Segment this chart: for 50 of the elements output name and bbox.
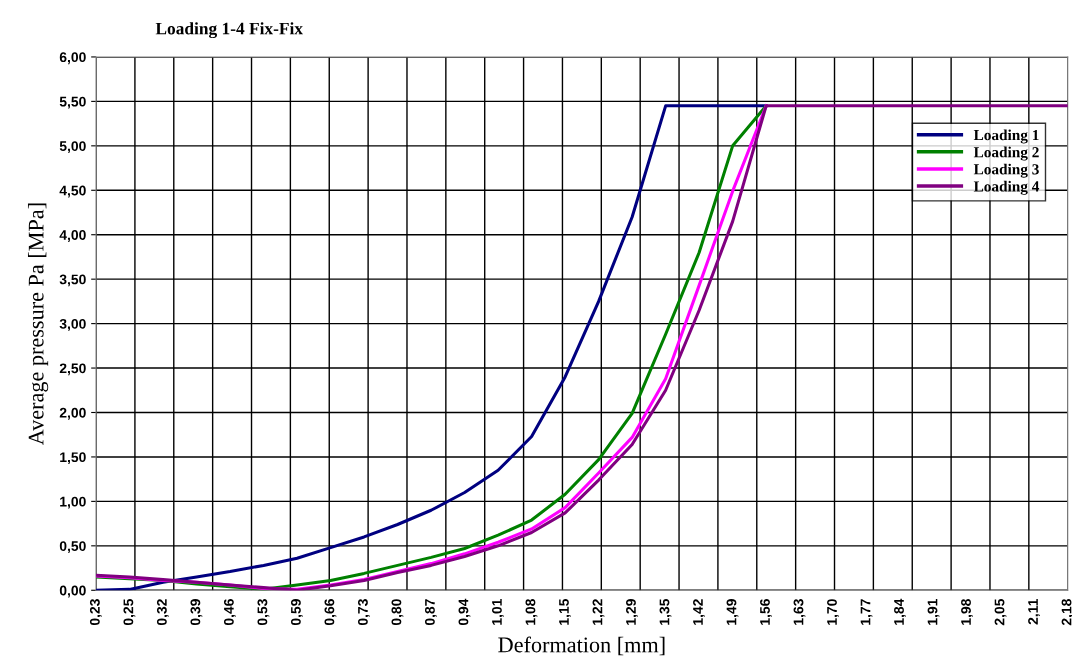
x-tick-label: 0,46 [223,599,236,626]
x-axis-title: Deformation [mm] [498,636,665,656]
x-tick-label: 1,49 [726,599,739,625]
x-tick-label: 0,53 [257,599,270,626]
y-tick-label: 2,50 [59,363,86,376]
chart-title: Loading 1-4 Fix-Fix [155,22,303,39]
y-tick-label: 1,00 [60,496,86,509]
y-tick-label: 4,50 [59,185,86,198]
x-tick-label: 0,94 [458,598,471,626]
x-tick-label: 1,56 [760,599,772,625]
line-series [96,104,768,591]
y-tick-label: 1,50 [60,452,86,465]
x-tick-label: 2,05 [994,598,1007,626]
y-tick-label: 6,00 [59,52,86,65]
legend-label: Loading 3 [973,163,1039,178]
x-tick-label: 0,73 [357,599,370,626]
x-tick-label: 1,29 [626,599,638,625]
x-tick-label: 1,22 [592,599,605,625]
x-tick-label: 1,15 [559,598,571,625]
legend-label: Loading 4 [973,180,1040,195]
x-tick-label: 1,63 [793,599,806,625]
y-tick-label: 3,50 [59,274,86,287]
x-tick-label: 1,77 [860,599,873,625]
x-tick-label: 0,25 [123,598,136,626]
x-tick-label: 0,66 [324,599,337,626]
x-tick-label: 0,32 [156,599,169,626]
y-tick-label: 2,00 [59,407,86,420]
x-tick-label: 0,23 [89,599,102,626]
x-tick-label: 1,08 [525,599,538,625]
y-tick-label: 4,00 [59,230,86,242]
x-tick-label: 0,39 [190,599,203,626]
x-tick-label: 1,35 [659,598,672,625]
legend-label: Loading 2 [973,146,1039,161]
x-tick-label: 0,87 [425,599,437,626]
y-tick-label: 0,50 [59,541,86,554]
y-tick-label: 5,50 [59,96,86,109]
y-axis-title: Average pressure Pa [MPa] [27,203,49,446]
x-tick-label: 2,11 [1028,598,1040,625]
x-tick-label: 1,01 [492,598,504,625]
y-tick-label: 5,00 [59,141,86,154]
x-tick-label: 1,91 [927,598,940,625]
legend-label: Loading 1 [973,129,1039,144]
x-tick-label: 0,80 [391,599,404,626]
x-tick-label: 0,59 [290,599,303,626]
x-tick-label: 1,84 [894,598,906,625]
y-tick-label: 0,00 [59,585,86,598]
x-tick-label: 1,98 [961,599,973,625]
x-tick-label: 1,42 [693,599,705,625]
x-tick-label: 1,70 [827,599,839,625]
y-tick-label: 3,00 [59,318,86,331]
